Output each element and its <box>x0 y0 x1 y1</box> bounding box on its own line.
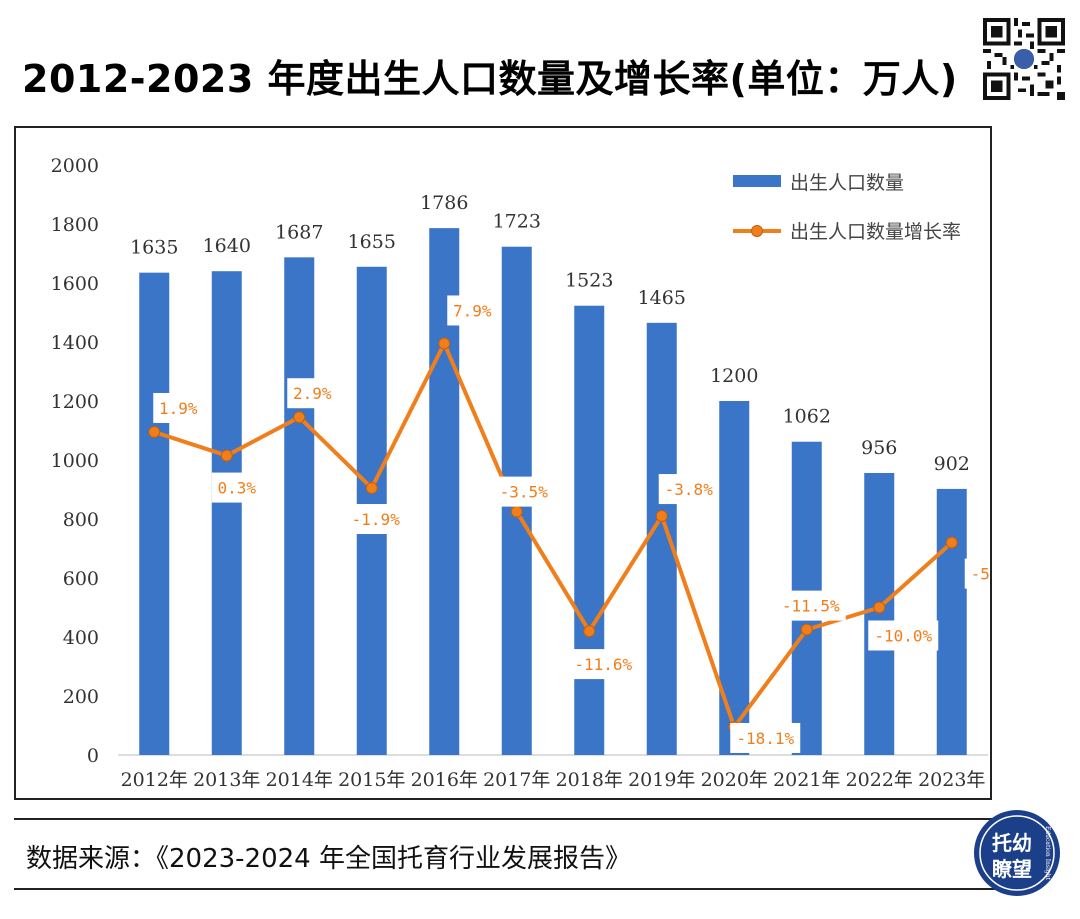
bar <box>211 271 242 755</box>
line-point <box>800 623 813 636</box>
logo-ring-text: Education Insight <box>1044 826 1051 881</box>
bar <box>646 322 677 755</box>
y-left-tick-label: 1400 <box>51 332 99 354</box>
source-bar: 数据来源：《2023-2024 年全国托育行业发展报告》 <box>14 818 1004 890</box>
bar <box>284 257 315 755</box>
combo-chart: 0200400600800100012001400160018002000-20… <box>51 155 990 791</box>
y-left-tick-label: 1000 <box>51 450 99 472</box>
legend-line-marker <box>751 225 763 237</box>
bar-value-label: 1062 <box>783 406 831 428</box>
bar-value-label: 1465 <box>638 287 686 309</box>
y-left-tick-label: 2000 <box>51 155 99 177</box>
bar-value-label: 1200 <box>710 365 758 387</box>
x-tick-label: 2022年 <box>846 769 913 791</box>
bar-value-label: 1723 <box>493 211 541 233</box>
bar <box>936 488 967 755</box>
line-point <box>510 505 523 518</box>
rate-label-box <box>868 620 939 651</box>
x-tick-label: 2018年 <box>556 769 623 791</box>
line-point <box>583 625 596 638</box>
bar-value-label: 1655 <box>348 231 396 253</box>
rate-label: -1.9% <box>352 510 401 529</box>
qr-code-icon <box>983 18 1065 100</box>
bar-value-label: 1523 <box>565 270 613 292</box>
x-tick-label: 2012年 <box>121 769 188 791</box>
rate-label: -3.8% <box>665 480 714 499</box>
rate-label-box <box>211 472 262 503</box>
rate-label: -10.0% <box>874 627 932 646</box>
legend-bar-swatch <box>733 175 781 187</box>
rate-label-box <box>287 378 338 409</box>
x-tick-label: 2023年 <box>918 769 985 791</box>
rate-label-box <box>568 649 639 680</box>
bar <box>574 305 605 755</box>
chart-frame: 0200400600800100012001400160018002000-20… <box>14 126 992 800</box>
line-point <box>293 411 306 424</box>
rate-label: 2.9% <box>293 384 332 403</box>
x-tick-label: 2019年 <box>628 769 695 791</box>
rate-label-box <box>493 476 554 507</box>
bar-value-label: 1635 <box>130 237 178 259</box>
growth-rate-line <box>153 341 954 729</box>
rate-label: 0.3% <box>217 479 256 498</box>
x-tick-label: 2015年 <box>338 769 405 791</box>
logo-line-1: 托幼 <box>992 831 1032 855</box>
rate-label: -5.6% <box>971 565 990 584</box>
y-left-tick-label: 1800 <box>51 214 99 236</box>
y-left-tick-label: 200 <box>63 686 99 708</box>
line-point <box>220 449 233 462</box>
legend-line-label: 出生人口数量增长率 <box>790 221 961 243</box>
x-tick-label: 2016年 <box>411 769 478 791</box>
logo-line-2: 瞭望 <box>992 857 1032 881</box>
line-point <box>655 510 668 523</box>
rate-label: -3.5% <box>500 483 549 502</box>
page-title: 2012-2023 年度出生人口数量及增长率(单位：万人) <box>22 57 958 101</box>
bar <box>139 272 170 755</box>
line-point <box>365 482 378 495</box>
brand-logo: 托幼 瞭望 Education Insight <box>974 810 1060 896</box>
y-left-tick-label: 600 <box>63 568 99 590</box>
bar-value-label: 956 <box>861 437 897 459</box>
rate-label-box <box>730 722 801 753</box>
line-point <box>945 536 958 549</box>
line-point <box>873 601 886 614</box>
x-tick-label: 2021年 <box>773 769 840 791</box>
x-tick-label: 2017年 <box>483 769 550 791</box>
bar-value-label: 1640 <box>203 235 251 257</box>
y-left-tick-label: 0 <box>87 745 99 767</box>
bar-value-label: 902 <box>934 453 970 475</box>
line-point <box>148 425 161 438</box>
rate-label-box <box>345 504 406 535</box>
rate-label: 1.9% <box>159 399 198 418</box>
x-tick-label: 2013年 <box>193 769 260 791</box>
y-left-tick-label: 1200 <box>51 391 99 413</box>
rate-label-box <box>775 590 846 621</box>
x-tick-label: 2014年 <box>266 769 333 791</box>
line-point <box>438 337 451 350</box>
y-left-tick-label: 400 <box>63 627 99 649</box>
legend-bar-label: 出生人口数量 <box>790 172 904 194</box>
bar-value-label: 1687 <box>275 221 323 243</box>
rate-label-box <box>964 558 990 589</box>
y-left-tick-label: 1600 <box>51 273 99 295</box>
x-tick-label: 2020年 <box>701 769 768 791</box>
rate-label-box <box>658 474 719 505</box>
rate-label-box <box>447 295 498 326</box>
bar-value-label: 1786 <box>420 192 468 214</box>
rate-label: 7.9% <box>453 301 492 320</box>
y-left-tick-label: 800 <box>63 509 99 531</box>
rate-label: -18.1% <box>736 729 794 748</box>
bar <box>864 472 895 755</box>
rate-label: -11.6% <box>574 655 632 674</box>
rate-label-box <box>153 392 204 423</box>
rate-label: -11.5% <box>782 597 840 616</box>
source-text: 数据来源：《2023-2024 年全国托育行业发展报告》 <box>26 844 631 874</box>
